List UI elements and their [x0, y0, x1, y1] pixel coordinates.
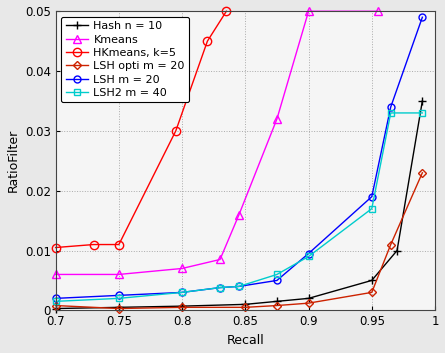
Line: Kmeans: Kmeans [52, 7, 382, 279]
Kmeans [236, 213, 242, 217]
Hash n = 10 [243, 302, 248, 306]
LSH opti m = 20 [388, 243, 393, 247]
Kmeans [376, 9, 381, 13]
Hash n = 10 [179, 304, 185, 308]
Kmeans [116, 272, 121, 276]
LSH2 m = 40 [369, 207, 374, 211]
LSH m = 20 [179, 290, 185, 294]
Hash n = 10 [369, 278, 374, 282]
X-axis label: Recall: Recall [227, 334, 264, 347]
LSH opti m = 20 [420, 170, 425, 175]
Kmeans [53, 272, 58, 276]
Line: Hash n = 10: Hash n = 10 [52, 97, 426, 313]
LSH m = 20 [274, 278, 279, 282]
LSH2 m = 40 [116, 296, 121, 300]
LSH opti m = 20 [116, 306, 121, 311]
LSH2 m = 40 [236, 284, 242, 288]
Line: LSH2 m = 40: LSH2 m = 40 [52, 109, 426, 305]
LSH m = 20 [369, 195, 374, 199]
Hash n = 10 [394, 249, 400, 253]
LSH2 m = 40 [306, 255, 311, 259]
Kmeans [306, 9, 311, 13]
HKmeans, k=5 [205, 39, 210, 43]
Hash n = 10 [420, 99, 425, 103]
LSH opti m = 20 [369, 290, 374, 294]
LSH m = 20 [116, 293, 121, 298]
LSH opti m = 20 [53, 304, 58, 308]
LSH opti m = 20 [306, 301, 311, 305]
LSH m = 20 [420, 15, 425, 19]
HKmeans, k=5 [224, 9, 229, 13]
LSH2 m = 40 [53, 299, 58, 304]
Line: HKmeans, k=5: HKmeans, k=5 [52, 7, 231, 252]
Kmeans [274, 117, 279, 121]
LSH m = 20 [388, 105, 393, 109]
Hash n = 10 [116, 305, 121, 310]
LSH m = 20 [236, 284, 242, 288]
HKmeans, k=5 [116, 243, 121, 247]
HKmeans, k=5 [173, 129, 178, 133]
Hash n = 10 [306, 296, 311, 300]
Line: LSH m = 20: LSH m = 20 [52, 14, 426, 302]
Kmeans [217, 257, 222, 262]
HKmeans, k=5 [91, 243, 96, 247]
LSH2 m = 40 [274, 272, 279, 276]
Legend: Hash n = 10, Kmeans, HKmeans, k=5, LSH opti m = 20, LSH m = 20, LSH2 m = 40: Hash n = 10, Kmeans, HKmeans, k=5, LSH o… [61, 17, 189, 102]
Y-axis label: RatioFilter: RatioFilter [6, 129, 19, 192]
Kmeans [179, 267, 185, 271]
Line: LSH opti m = 20: LSH opti m = 20 [53, 170, 425, 311]
LSH2 m = 40 [217, 286, 222, 290]
LSH m = 20 [53, 296, 58, 300]
LSH opti m = 20 [243, 305, 248, 310]
HKmeans, k=5 [53, 245, 58, 250]
LSH2 m = 40 [388, 111, 393, 115]
LSH opti m = 20 [179, 305, 185, 310]
LSH m = 20 [217, 286, 222, 290]
LSH m = 20 [306, 251, 311, 256]
LSH opti m = 20 [274, 304, 279, 308]
Hash n = 10 [274, 299, 279, 304]
LSH2 m = 40 [179, 290, 185, 294]
Hash n = 10 [53, 306, 58, 311]
LSH2 m = 40 [420, 111, 425, 115]
